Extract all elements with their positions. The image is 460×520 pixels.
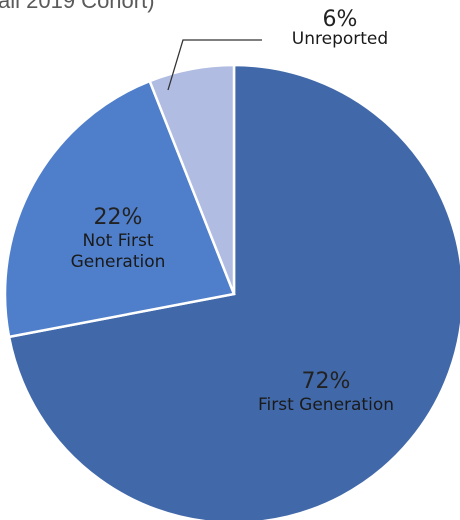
pie-slice-not-first-generation — [3, 79, 236, 339]
data-label-name-not-first-generation: Not First — [83, 231, 154, 251]
labels-layer: 72%First Generation 22%Not FirstGeneratio… — [71, 7, 394, 415]
chart-title-fragment: all 2019 Cohort) — [0, 0, 155, 13]
data-label-value-first-generation: 72% — [302, 369, 351, 394]
slices-layer — [3, 63, 460, 520]
data-label-value-not-first-generation: 22% — [94, 205, 143, 230]
unreported-leader-line — [167, 39, 262, 91]
data-label-value-unreported: 6% — [323, 7, 358, 32]
pie-slice-unreported — [148, 63, 236, 295]
data-label-name-not-first-generation: Generation — [71, 252, 166, 272]
data-label-name-unreported: Unreported — [292, 29, 388, 49]
data-label-name-first-generation: First Generation — [258, 395, 394, 415]
